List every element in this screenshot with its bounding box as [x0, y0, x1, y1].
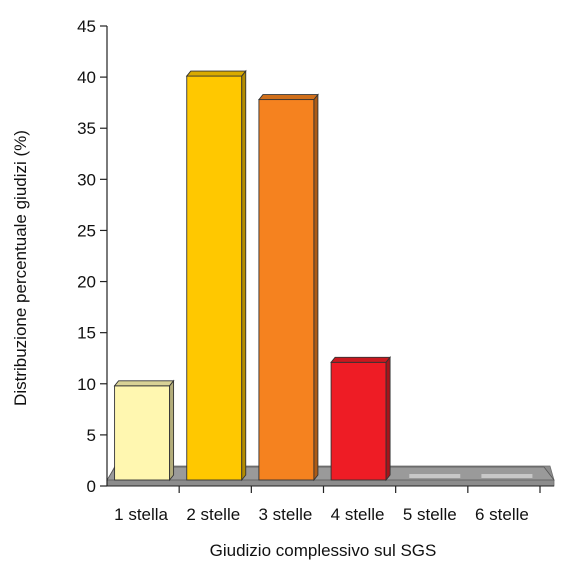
y-tick-label: 20	[77, 273, 96, 292]
y-tick-label: 35	[77, 119, 96, 138]
y-tick-label: 5	[87, 426, 96, 445]
bar-3	[257, 93, 319, 482]
y-axis-label: Distribuzione percentuale giudizi (%)	[11, 130, 30, 406]
x-tick-label: 2 stelle	[186, 505, 240, 524]
bar-side	[385, 356, 391, 482]
y-tick-label: 10	[77, 375, 96, 394]
y-tick-label: 25	[77, 221, 96, 240]
x-tick-label: 5 stelle	[403, 505, 457, 524]
chart-axes	[100, 25, 541, 493]
bar-side	[241, 69, 247, 482]
x-tick-label: 3 stelle	[258, 505, 312, 524]
bar-2	[185, 69, 247, 482]
floor-top	[106, 466, 555, 481]
bar-5	[409, 474, 461, 478]
bar-front	[186, 75, 243, 481]
bar-flat	[481, 474, 533, 478]
x-axis-label: Giudizio complessivo sul SGS	[210, 541, 437, 560]
x-tick-labels: 1 stella 2 stelle 3 stelle 4 stelle 5 stelle…	[114, 505, 529, 524]
bar-front	[258, 99, 315, 481]
bar-front	[114, 385, 171, 481]
bars	[113, 69, 533, 482]
y-tick-label: 40	[77, 68, 96, 87]
y-tick-label: 0	[87, 477, 96, 496]
bar-top	[257, 94, 319, 101]
y-tick-labels: 0 5 10 15 20 25 30 35 40 45	[77, 17, 96, 496]
x-tick-label: 4 stelle	[331, 505, 385, 524]
y-tick-label: 30	[77, 170, 96, 189]
bar-top	[330, 356, 392, 363]
x-tick-label: 1 stella	[114, 505, 168, 524]
bar-4	[330, 356, 392, 482]
y-tick-label: 15	[77, 324, 96, 343]
bar-top	[185, 70, 247, 77]
bar-flat	[409, 474, 461, 478]
bar-side	[169, 379, 175, 482]
bar-side	[313, 93, 319, 482]
bar-6	[481, 474, 533, 478]
bar-front	[330, 361, 387, 481]
bar-top	[113, 380, 175, 387]
bar-1	[113, 379, 175, 482]
x-tick-label: 6 stelle	[475, 505, 529, 524]
y-tick-label: 45	[77, 17, 96, 36]
